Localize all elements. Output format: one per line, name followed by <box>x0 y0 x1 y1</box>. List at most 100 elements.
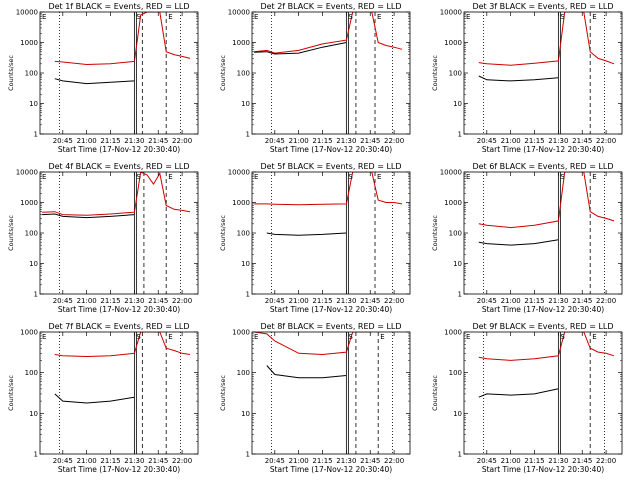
axes-frame <box>39 171 199 295</box>
plot-area <box>254 332 393 454</box>
marker-label: E <box>466 13 470 21</box>
x-tick-label: 21:30 <box>124 297 144 305</box>
plot-area <box>54 332 191 454</box>
x-tick-label: 20:45 <box>265 297 285 305</box>
marker-label: E <box>168 333 172 341</box>
x-tick-label: 22:00 <box>384 137 404 145</box>
x-tick-label: 21:15 <box>524 297 544 305</box>
plot-area <box>478 332 615 454</box>
marker-label: E <box>254 173 258 181</box>
y-axis-label: Counts/sec <box>219 55 227 91</box>
x-tick-label: 21:30 <box>548 297 568 305</box>
y-tick-label: 1 <box>34 451 38 459</box>
y-tick-label: 1 <box>458 131 462 139</box>
x-tick-label: 22:00 <box>172 457 192 465</box>
marker-label: E <box>168 173 172 181</box>
events-series-line <box>266 232 347 236</box>
lld-series-line <box>254 12 403 54</box>
x-tick-label: 20:45 <box>477 297 497 305</box>
panel-title: Det 1f BLACK = Events, RED = LLD <box>48 2 189 11</box>
x-tick-label: 21:45 <box>572 297 592 305</box>
marker-label: E <box>254 333 258 341</box>
marker-label: E <box>377 173 381 181</box>
y-tick-label: 10 <box>453 100 462 108</box>
x-tick-label: 21:45 <box>148 457 168 465</box>
axes-frame <box>251 11 411 135</box>
x-axis-label: Start Time (17-Nov-12 20:30:40) <box>58 305 180 314</box>
x-tick-label: 21:30 <box>336 297 356 305</box>
y-axis-label: Counts/sec <box>431 375 439 411</box>
x-axis-label: Start Time (17-Nov-12 20:30:40) <box>270 465 392 474</box>
marker-label: E <box>592 13 596 21</box>
x-tick-label: 21:45 <box>572 457 592 465</box>
panel-title: Det 9f BLACK = Events, RED = LLD <box>472 322 613 331</box>
events-series-line <box>54 393 135 404</box>
x-tick-label: 21:00 <box>77 457 97 465</box>
events-series-line <box>54 78 135 85</box>
x-tick-label: 21:15 <box>312 137 332 145</box>
y-tick-label: 1 <box>458 451 462 459</box>
x-tick-label: 21:30 <box>336 137 356 145</box>
panel-title: Det 8f BLACK = Events, RED = LLD <box>260 322 401 331</box>
axes-frame <box>39 331 199 455</box>
marker-label: S <box>136 13 141 21</box>
marker-label: S <box>560 333 565 341</box>
x-tick-label: 20:45 <box>53 297 73 305</box>
x-tick-label: 22:00 <box>172 297 192 305</box>
lld-series-line <box>478 332 615 361</box>
y-tick-label: 10000 <box>228 169 250 177</box>
y-tick-label: 10 <box>29 260 38 268</box>
y-tick-label: 1 <box>34 291 38 299</box>
x-tick-label: 21:00 <box>501 297 521 305</box>
x-tick-label: 21:15 <box>100 297 120 305</box>
x-tick-label: 21:15 <box>524 137 544 145</box>
x-tick-label: 20:45 <box>477 137 497 145</box>
axes-frame <box>39 11 199 135</box>
axes-frame <box>251 171 411 295</box>
x-tick-label: 21:45 <box>360 457 380 465</box>
y-axis-label: Counts/sec <box>219 215 227 251</box>
marker-label: S <box>136 173 141 181</box>
panel-title: Det 5f BLACK = Events, RED = LLD <box>260 162 401 171</box>
x-tick-label: 21:30 <box>336 457 356 465</box>
x-tick-label: 21:00 <box>77 297 97 305</box>
y-tick-label: 10000 <box>440 9 462 17</box>
lld-series-line <box>54 332 191 358</box>
x-tick-label: 21:45 <box>572 137 592 145</box>
x-tick-label: 21:45 <box>148 297 168 305</box>
y-tick-label: 100 <box>449 369 462 377</box>
x-tick-label: 22:00 <box>596 457 616 465</box>
x-tick-label: 21:15 <box>100 137 120 145</box>
panel-det-4: Det 4f BLACK = Events, RED = LLD Counts/s… <box>7 162 199 314</box>
events-series-line <box>478 388 559 398</box>
marker-label: E <box>592 333 596 341</box>
events-series-line <box>254 42 347 55</box>
y-tick-label: 100 <box>25 70 38 78</box>
marker-label: S <box>348 13 353 21</box>
x-tick-label: 21:00 <box>289 457 309 465</box>
events-series-line <box>266 365 347 379</box>
plot-area <box>478 172 615 294</box>
panel-title: Det 3f BLACK = Events, RED = LLD <box>472 2 613 11</box>
x-tick-label: 21:30 <box>124 457 144 465</box>
lld-series-line <box>254 332 372 356</box>
x-axis-label: Start Time (17-Nov-12 20:30:40) <box>58 465 180 474</box>
x-tick-label: 20:45 <box>477 457 497 465</box>
marker-label: E <box>168 13 172 21</box>
y-tick-label: 1000 <box>232 39 250 47</box>
y-tick-label: 10000 <box>16 169 38 177</box>
panel-title: Det 6f BLACK = Events, RED = LLD <box>472 162 613 171</box>
plot-area <box>478 12 615 134</box>
panel-det-7: Det 7f BLACK = Events, RED = LLD Counts/s… <box>7 322 199 474</box>
plot-area <box>254 172 403 294</box>
x-tick-label: 22:00 <box>384 297 404 305</box>
panel-det-8: Det 8f BLACK = Events, RED = LLD Counts/s… <box>219 322 411 474</box>
y-axis-label: Counts/sec <box>7 215 15 251</box>
y-tick-label: 100 <box>237 70 250 78</box>
y-tick-label: 10 <box>29 100 38 108</box>
lld-series-line <box>478 12 615 66</box>
panel-det-6: Det 6f BLACK = Events, RED = LLD Counts/s… <box>431 162 623 314</box>
x-axis-label: Start Time (17-Nov-12 20:30:40) <box>270 145 392 154</box>
marker-label: E <box>380 333 384 341</box>
